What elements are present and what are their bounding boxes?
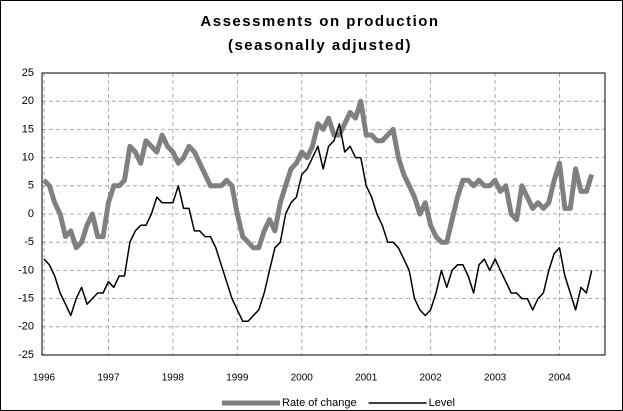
y-tick-label: -15	[18, 293, 34, 305]
chart-subtitle: (seasonally adjusted)	[228, 37, 412, 54]
y-tick-label: 25	[22, 67, 34, 79]
y-tick-label: -10	[18, 264, 34, 276]
x-tick-label: 2000	[291, 373, 314, 384]
chart-title: Assessments on production	[200, 13, 439, 30]
y-tick-label: -5	[24, 236, 34, 248]
x-tick-label: 2003	[484, 373, 507, 384]
y-tick-label: 5	[28, 180, 34, 192]
x-tick-label: 1998	[162, 373, 185, 384]
y-tick-label: 15	[22, 123, 34, 135]
line-series	[42, 98, 595, 251]
y-tick-label: 20	[22, 95, 34, 107]
x-tick-label: 2001	[355, 373, 378, 384]
x-tick-label: 1996	[33, 373, 56, 384]
x-tick-label: 1997	[97, 373, 120, 384]
x-tick-label: 1999	[226, 373, 249, 384]
plot-area	[41, 72, 606, 356]
line-series	[43, 123, 593, 322]
y-tick-label: 10	[22, 152, 34, 164]
y-tick-label: -25	[18, 349, 34, 361]
legend-label: Level	[429, 397, 455, 409]
x-tick-label: 2002	[420, 373, 443, 384]
y-tick-label: 0	[28, 208, 34, 220]
legend-label: Rate of change	[282, 397, 357, 409]
x-tick-label: 2004	[548, 373, 571, 384]
y-tick-label: -20	[18, 321, 34, 333]
